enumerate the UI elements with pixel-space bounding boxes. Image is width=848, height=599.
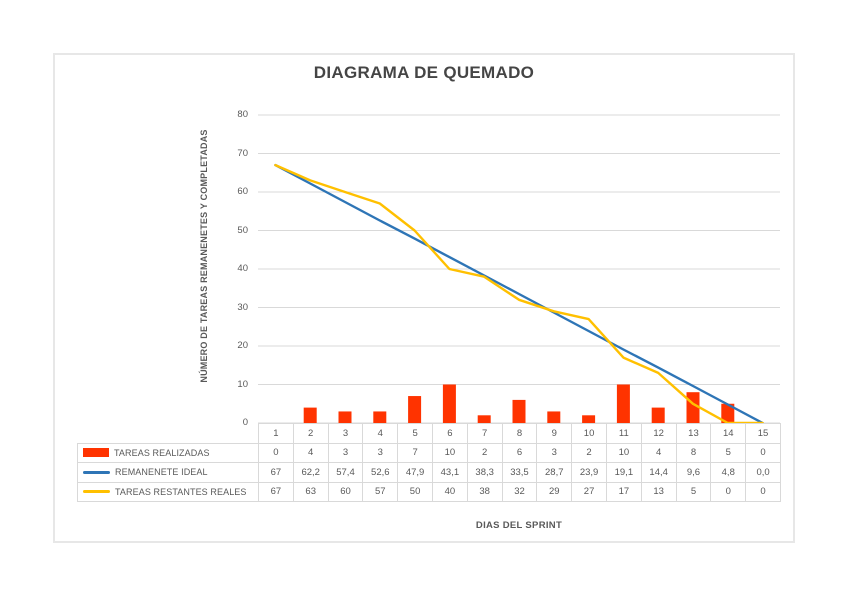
day-header-cell: 11: [605, 423, 642, 444]
value-cell: 0: [745, 442, 781, 463]
value-cell: 5: [675, 481, 712, 502]
bar-segment: [477, 415, 491, 423]
value-cell: 60: [327, 481, 364, 502]
value-cell: 10: [605, 442, 642, 463]
value-cell: 2: [466, 442, 503, 463]
bar-segment: [442, 384, 456, 423]
bar-segment: [373, 411, 387, 423]
value-cell: 6: [501, 442, 538, 463]
y-axis-tick-label: 20: [237, 340, 248, 351]
value-cell: 17: [605, 481, 642, 502]
value-cell: 43,1: [431, 462, 468, 483]
value-cell: 47,9: [397, 462, 433, 483]
value-cell: 3: [536, 442, 573, 463]
y-axis-tick-label: 50: [237, 224, 248, 236]
value-cell: 32: [501, 481, 538, 502]
y-axis-tick-label: 30: [237, 301, 248, 313]
day-header-cell: 8: [501, 423, 538, 444]
value-cell: 13: [640, 481, 677, 502]
value-cell: 10: [431, 442, 468, 463]
y-axis-tick-label: 60: [237, 186, 248, 197]
day-header-cell: 12: [640, 423, 677, 444]
day-header-cell: 3: [327, 423, 364, 444]
value-cell: 52,6: [362, 462, 399, 483]
value-cell: 19,1: [605, 462, 642, 483]
y-axis-tick-label: 80: [237, 109, 248, 120]
day-header-cell: 5: [397, 423, 433, 444]
y-axis-tick-label: 40: [237, 263, 248, 274]
bar-series-swatch-icon: [83, 448, 109, 458]
y-axis-tick-label: 0: [242, 417, 248, 428]
value-cell: 0: [710, 481, 747, 502]
value-cell: 0: [258, 442, 294, 463]
value-cell: 38: [466, 481, 503, 502]
value-cell: 14,4: [640, 462, 677, 483]
day-header-cell: 10: [571, 423, 607, 444]
value-cell: 9,6: [675, 462, 712, 483]
legend-label: REMANENETE IDEAL: [115, 467, 208, 478]
bar-segment: [616, 384, 630, 423]
day-header-cell: 6: [431, 423, 468, 444]
value-cell: 2: [571, 442, 607, 463]
value-cell: 28,7: [536, 462, 573, 483]
legend-label: TAREAS REALIZADAS: [114, 447, 210, 458]
value-cell: 57,4: [327, 462, 364, 483]
legend-cell: TAREAS RESTANTES REALES: [77, 481, 259, 502]
legend-cell: REMANENETE IDEAL: [77, 462, 259, 483]
day-header-cell: 13: [675, 423, 712, 444]
value-cell: 29: [536, 481, 573, 502]
value-cell: 3: [362, 442, 399, 463]
bar-segment: [582, 415, 596, 423]
y-axis-title: NÚMERO DE TAREAS REMANENETES Y COMPLETAD…: [199, 129, 209, 383]
legend-cell: TAREAS REALIZADAS: [77, 442, 259, 463]
day-header-cell: 7: [466, 423, 503, 444]
day-header-cell: 2: [292, 423, 329, 444]
value-cell: 33,5: [501, 462, 538, 483]
bar-segment: [651, 407, 665, 423]
legend-label: TAREAS RESTANTES REALES: [115, 486, 247, 497]
x-axis-title: DIAS DEL SPRINT: [475, 520, 563, 531]
line-series-swatch-icon: [83, 470, 110, 474]
value-cell: 63: [292, 481, 329, 502]
value-cell: 4: [292, 442, 329, 463]
value-cell: 40: [431, 481, 468, 502]
day-header-cell: 14: [710, 423, 747, 444]
bar-segment: [512, 399, 526, 423]
value-cell: 38,3: [466, 462, 503, 483]
data-table: 1 2 3 4 5 6 7 8 9 10 11 12 13 14 15 TAREAS REALIZADAS 0 4…: [77, 423, 781, 502]
value-cell: 5: [710, 442, 747, 463]
plot-area: [258, 114, 780, 424]
value-cell: 62,2: [292, 462, 329, 483]
day-header-cell: 1: [258, 423, 294, 444]
series-line: [274, 163, 764, 424]
value-cell: 7: [397, 442, 433, 463]
value-cell: 0,0: [745, 462, 781, 483]
value-cell: 4: [640, 442, 677, 463]
line-series-swatch-icon: [83, 490, 110, 494]
table-corner-spacer: [78, 424, 259, 444]
bar-segment: [408, 396, 422, 423]
value-cell: 50: [397, 481, 433, 502]
day-header-cell: 9: [536, 423, 573, 444]
series-line: [274, 163, 764, 424]
value-cell: 67: [258, 462, 294, 483]
value-cell: 23,9: [571, 462, 607, 483]
bar-segment: [547, 411, 561, 423]
value-cell: 57: [362, 481, 399, 502]
value-cell: 0: [745, 481, 781, 502]
value-cell: 3: [327, 442, 364, 463]
bar-segment: [721, 403, 735, 423]
chart-title: DIAGRAMA DE QUEMADO: [313, 63, 535, 82]
bar-segment: [338, 411, 352, 423]
value-cell: 4,8: [710, 462, 747, 483]
y-axis-tick-label: 70: [237, 147, 248, 159]
value-cell: 67: [258, 481, 294, 502]
value-cell: 8: [675, 442, 712, 463]
bar-segment: [303, 407, 317, 423]
y-axis-tick-label: 10: [237, 378, 248, 390]
day-header-cell: 4: [362, 423, 399, 444]
value-cell: 27: [571, 481, 607, 502]
day-header-cell: 15: [745, 423, 781, 444]
